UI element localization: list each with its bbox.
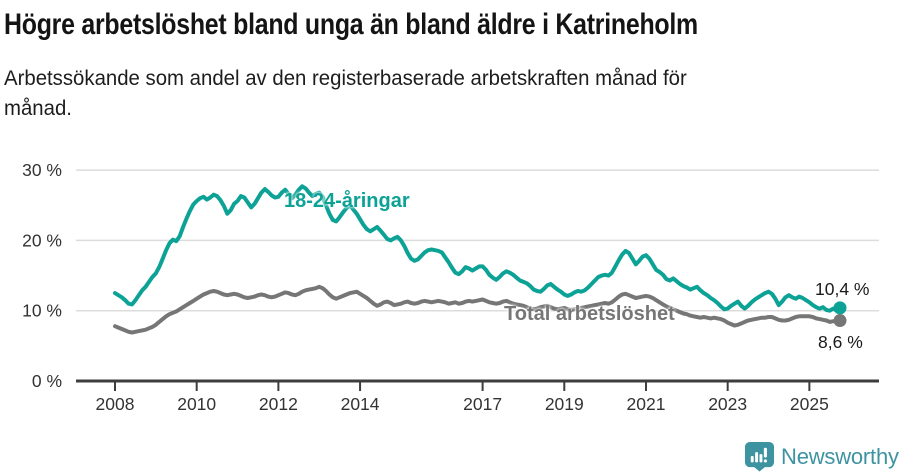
series-end-dot (833, 314, 847, 328)
page-title: Högre arbetslöshet bland unga än bland ä… (4, 8, 698, 41)
newsworthy-wordmark: Newsworthy (781, 443, 899, 469)
x-tick-label: 2019 (545, 394, 584, 414)
x-tick-label: 2017 (463, 394, 502, 414)
x-tick-label: 2023 (708, 394, 747, 414)
x-tick-label: 2014 (341, 394, 380, 414)
subtitle-line-1: Arbetssökande som andel av den registerb… (4, 67, 687, 90)
subtitle-line-2: månad. (4, 97, 72, 120)
series-label-youth: 18-24-åringar (284, 190, 410, 212)
y-tick-label: 30 % (22, 160, 62, 180)
x-tick-label: 2008 (96, 394, 135, 414)
series-line-total-arbetsl-shet (113, 284, 842, 335)
x-tick-label: 2010 (177, 394, 216, 414)
series-label-total: Total arbetslöshet (504, 303, 675, 325)
end-value-label-youth: 10,4 % (815, 279, 870, 299)
x-tick-label: 2012 (259, 394, 298, 414)
y-tick-label: 10 % (22, 301, 62, 321)
x-tick-label: 2025 (790, 394, 829, 414)
x-tick-label: 2021 (627, 394, 666, 414)
newsworthy-brand: Newsworthy (744, 441, 899, 472)
end-value-label-total: 8,6 % (818, 332, 863, 352)
y-tick-label: 20 % (22, 230, 62, 250)
chart-subtitle: Arbetssökande som andel av den registerb… (4, 64, 687, 124)
y-tick-label: 0 % (32, 371, 62, 391)
series-end-dot (833, 301, 847, 315)
newsworthy-logo-icon (744, 441, 775, 472)
series-line-18-24-ringar (113, 184, 842, 313)
